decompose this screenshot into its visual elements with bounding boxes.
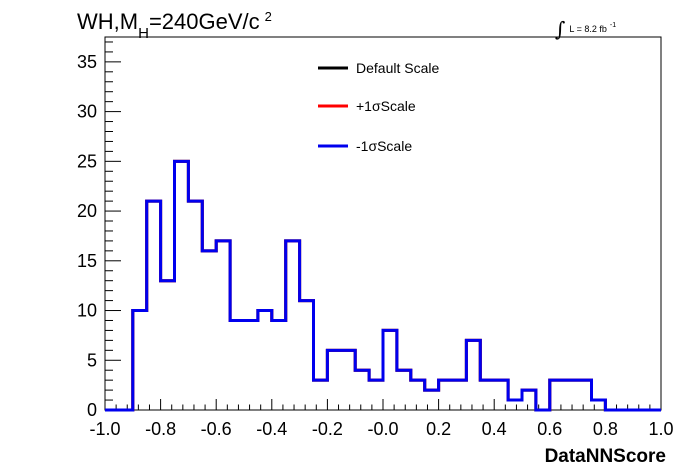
luminosity-label: ∫ L = 8.2 fb -1: [555, 17, 616, 41]
title-main: WH,M: [77, 9, 138, 34]
x-tick-label: -0.2: [312, 419, 343, 439]
x-tick-label: 1.0: [648, 419, 673, 439]
x-tick-label: -1.0: [89, 419, 120, 439]
y-tick-label: 15: [77, 251, 97, 271]
x-axis-tick-labels: -1.0 -0.8 -0.6 -0.4 -0.2 -0.0 0.2 0.4 0.6 0.8 1.0: [89, 419, 673, 439]
x-tick-label: 0.2: [426, 419, 451, 439]
y-tick-label: 30: [77, 102, 97, 122]
chart-title: WH,MH=240GeV/c 2: [77, 9, 272, 42]
y-tick-label: 10: [77, 301, 97, 321]
y-tick-label: 35: [77, 52, 97, 72]
luminosity-text: L = 8.2 fb: [569, 24, 606, 34]
histogram-series: [105, 159, 661, 412]
x-tick-label: 0.6: [537, 419, 562, 439]
series-line-2: [105, 159, 661, 412]
x-tick-label: -0.0: [367, 419, 398, 439]
y-tick-label: 20: [77, 201, 97, 221]
integral-symbol: ∫: [555, 17, 565, 41]
legend-label: Default Scale: [356, 60, 439, 76]
x-axis-label: DataNNScore: [545, 446, 666, 467]
y-tick-label: 0: [87, 400, 97, 420]
title-subscript: H: [138, 25, 149, 42]
y-tick-label: 5: [87, 350, 97, 370]
y-axis-ticks: [105, 41, 121, 411]
legend-label: -1σScale: [356, 138, 412, 154]
x-tick-label: -0.8: [145, 419, 176, 439]
y-axis-tick-labels: 0 5 10 15 20 25 30 35: [77, 52, 97, 420]
y-tick-label: 25: [77, 151, 97, 171]
legend: Default Scale +1σScale -1σScale: [318, 60, 439, 154]
title-rest: =240GeV/c: [149, 9, 260, 34]
title-superscript: 2: [265, 9, 272, 24]
x-tick-label: -0.6: [201, 419, 232, 439]
x-tick-label: 0.4: [482, 419, 507, 439]
x-tick-label: -0.4: [256, 419, 287, 439]
luminosity-superscript: -1: [610, 22, 616, 29]
x-tick-label: 0.8: [593, 419, 618, 439]
legend-label: +1σScale: [356, 98, 416, 114]
